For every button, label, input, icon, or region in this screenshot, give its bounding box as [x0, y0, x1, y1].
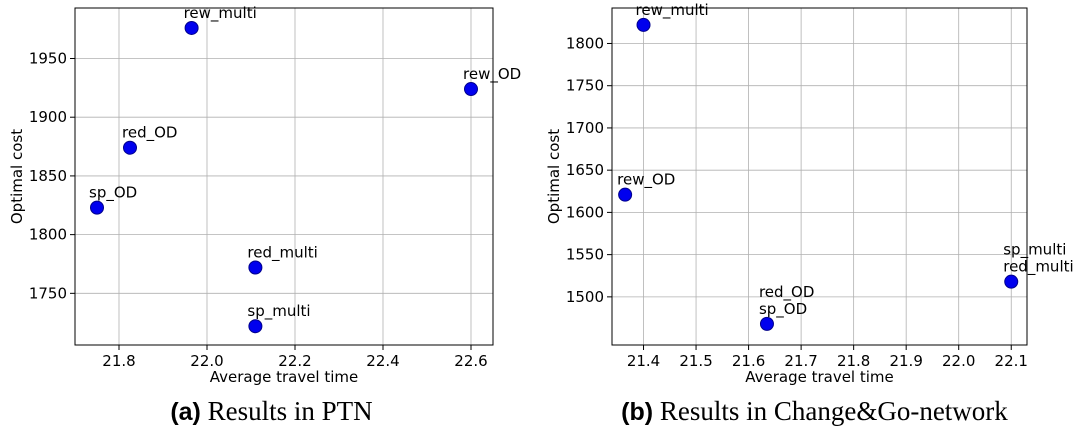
- y-tick-label: 1750: [566, 77, 604, 95]
- data-point-label: red_OD: [122, 124, 177, 143]
- y-tick-label: 1750: [29, 284, 67, 302]
- data-point: [636, 17, 651, 32]
- caption-a-text: Results in PTN: [207, 396, 373, 426]
- plot-frame: [74, 7, 494, 346]
- y-tick-label: 1600: [566, 203, 604, 221]
- x-tick-label: 22.6: [454, 352, 487, 370]
- x-tick-label: 21.5: [679, 352, 712, 370]
- caption-b-label: (b): [621, 398, 654, 426]
- chart-panel-b: 21.4 21.5 21.6 21.7 21.8 21.9 22.0 22.1 1500 1550…: [543, 0, 1086, 441]
- y-tick-label: 1700: [566, 119, 604, 137]
- data-point-label: sp_multi: [247, 302, 310, 321]
- caption-b-text: Results in Change&Go-network: [659, 396, 1008, 426]
- chart-panel-a: 21.8 22.0 22.2 22.4 22.6 1750 1800 1850 1900 1950…: [0, 4, 543, 427]
- x-tick-label: 22.1: [995, 352, 1028, 370]
- x-tick-label: 21.8: [837, 352, 870, 370]
- y-tick-label: 1650: [566, 161, 604, 179]
- data-point: [123, 140, 137, 155]
- y-axis-label: Optimal cost: [8, 129, 26, 224]
- x-tick-label: 21.8: [102, 352, 135, 370]
- data-point: [248, 319, 263, 334]
- x-axis-label: Average travel time: [745, 368, 894, 386]
- y-tick-label: 1550: [566, 246, 604, 264]
- plot-frame: [611, 7, 1028, 346]
- x-tick-label: 22.0: [942, 352, 975, 370]
- scatter-chart-b: 21.4 21.5 21.6 21.7 21.8 21.9 22.0 22.1 1500 1550…: [545, 1, 1074, 386]
- data-point-label: rew_OD: [617, 171, 675, 190]
- scatter-chart-a: 21.8 22.0 22.2 22.4 22.6 1750 1800 1850 1900 1950…: [8, 4, 521, 386]
- data-point-label: red_multi: [247, 244, 317, 263]
- caption-b: (b) Results in Change&Go-network: [543, 396, 1086, 427]
- data-point: [464, 82, 478, 97]
- y-tick-label: 1800: [566, 34, 604, 52]
- x-tick-label: 21.6: [732, 352, 765, 370]
- data-point: [248, 260, 263, 275]
- x-tick-label: 22.0: [190, 352, 223, 370]
- data-point-label: rew_multi: [636, 1, 709, 20]
- x-tick-label: 22.2: [278, 352, 311, 370]
- y-tick-label: 1900: [29, 108, 67, 126]
- y-tick-label: 1950: [29, 49, 67, 67]
- data-point-label: red_OD sp_OD: [759, 283, 814, 319]
- x-tick-label: 22.4: [366, 352, 399, 370]
- y-axis-label: Optimal cost: [545, 129, 563, 224]
- data-point: [184, 20, 199, 35]
- data-point: [759, 316, 774, 331]
- data-point-label: sp_OD: [89, 184, 137, 203]
- data-point-label: rew_multi: [184, 4, 257, 23]
- y-tick-label: 1500: [566, 288, 604, 306]
- y-tick-label: 1800: [29, 226, 67, 244]
- x-tick-label: 21.7: [784, 352, 817, 370]
- data-point-label: rew_OD: [463, 65, 521, 84]
- data-point: [90, 200, 104, 215]
- x-tick-label: 21.9: [889, 352, 922, 370]
- caption-a-label: (a): [170, 398, 201, 426]
- y-tick-label: 1850: [29, 167, 67, 185]
- x-tick-label: 21.4: [627, 352, 660, 370]
- data-point-label: sp_multi red_multi: [1003, 241, 1073, 277]
- data-point: [1004, 274, 1019, 289]
- data-point: [618, 187, 633, 202]
- caption-a: (a) Results in PTN: [0, 396, 543, 427]
- x-axis-label: Average travel time: [210, 368, 359, 386]
